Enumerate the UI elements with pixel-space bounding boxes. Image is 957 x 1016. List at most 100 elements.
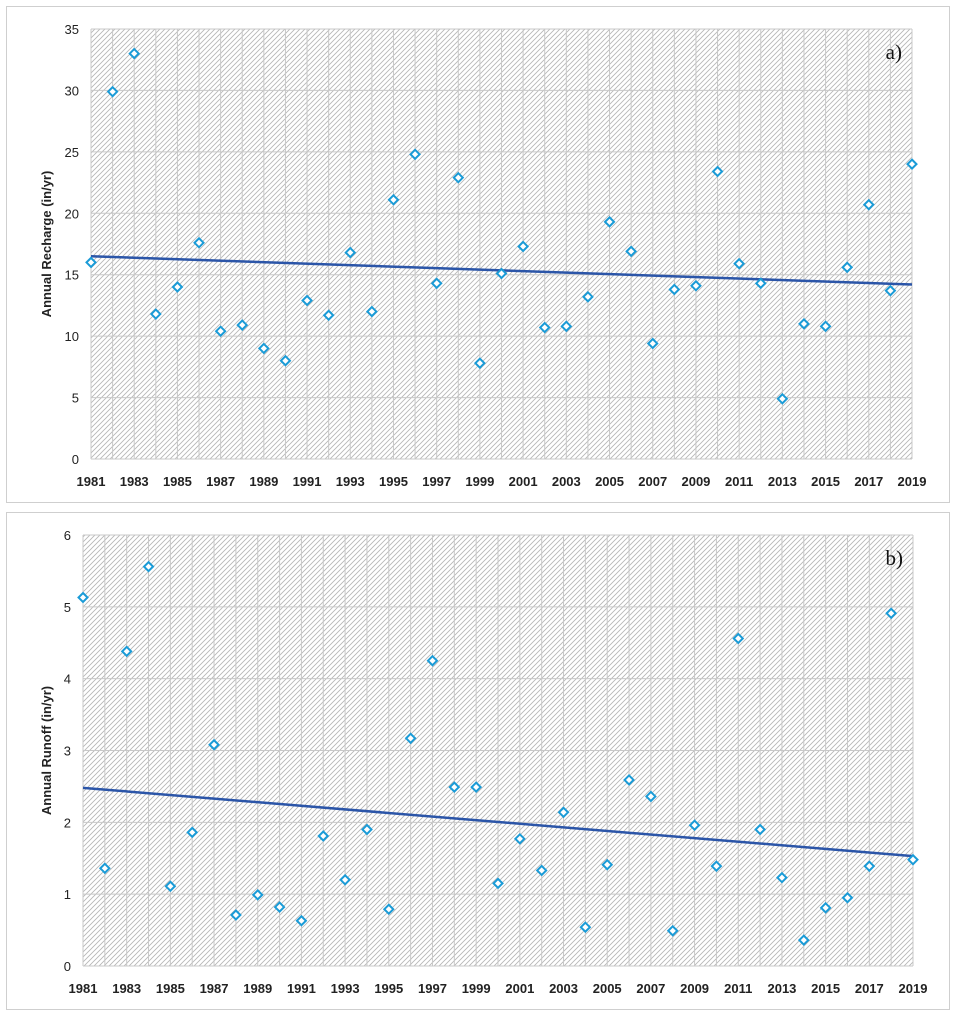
x-tick-label: 1991	[293, 474, 322, 489]
data-point-1985	[164, 880, 177, 893]
y-tick-label: 5	[64, 600, 71, 615]
x-tick-label: 1987	[206, 474, 235, 489]
data-point-1997	[426, 654, 439, 667]
data-point-2000	[492, 877, 504, 890]
panel-label: a)	[886, 40, 902, 64]
data-points	[77, 560, 919, 947]
data-point-1987	[214, 325, 227, 338]
data-point-1991	[295, 914, 308, 927]
x-tick-label: 1993	[331, 981, 360, 996]
data-point-1995	[382, 903, 395, 916]
y-tick-label: 5	[72, 391, 79, 406]
x-tick-label: 2011	[725, 474, 753, 489]
data-point-2011	[732, 632, 745, 645]
data-point-2018	[885, 607, 898, 620]
x-tick-label: 1997	[422, 474, 451, 489]
data-point-2011	[733, 257, 746, 270]
data-point-2012	[754, 277, 767, 290]
data-point-2007	[646, 337, 659, 350]
x-tick-label: 2007	[636, 981, 665, 996]
data-point-2010	[711, 165, 724, 178]
data-point-1994	[365, 305, 378, 318]
data-point-2006	[623, 774, 635, 786]
y-tick-label: 2	[64, 815, 71, 830]
data-point-1992	[317, 830, 330, 842]
x-tick-label: 1981	[69, 981, 98, 996]
data-point-1996	[404, 732, 417, 745]
data-point-1995	[387, 193, 400, 206]
data-point-1989	[257, 342, 270, 355]
x-tick-label: 2009	[681, 474, 710, 489]
gridlines	[90, 28, 913, 460]
x-tick-label: 1997	[418, 981, 447, 996]
data-point-2000	[495, 267, 508, 280]
data-point-1989	[251, 888, 264, 901]
x-tick-label: 2019	[898, 474, 927, 489]
x-tick-label: 2017	[854, 474, 883, 489]
x-tick-label: 2015	[811, 474, 840, 489]
data-point-1986	[186, 826, 199, 839]
x-tick-label: 1985	[163, 474, 192, 489]
y-tick-label: 4	[64, 672, 71, 687]
x-tick-label: 1993	[336, 474, 365, 489]
y-tick-labels: 0 5 10 15 20 25 30 35	[65, 22, 79, 467]
x-tick-label: 1989	[243, 981, 272, 996]
data-point-1996	[409, 148, 421, 161]
y-tick-label: 35	[65, 22, 79, 37]
data-point-2015	[819, 320, 832, 333]
data-point-2015	[819, 901, 832, 914]
y-tick-label: 3	[64, 744, 71, 759]
data-point-2013	[776, 392, 789, 405]
x-tick-label: 2001	[509, 474, 538, 489]
data-point-1983	[128, 47, 141, 60]
recharge-chart-panel: 0 5 10 15 20 25 30 35 1981 1983 1985 1987 1989 1991 19…	[6, 6, 950, 503]
x-tick-label: 2013	[768, 474, 797, 489]
data-point-1985	[171, 281, 184, 293]
data-point-1997	[430, 277, 443, 290]
x-tick-label: 2001	[505, 981, 534, 996]
x-tick-label: 1981	[77, 474, 106, 489]
x-tick-label: 1995	[379, 474, 408, 489]
x-tick-label: 1983	[112, 981, 141, 996]
data-point-1988	[236, 319, 249, 332]
trend-line	[82, 786, 914, 858]
data-point-2019	[906, 158, 918, 171]
x-tick-label: 1987	[200, 981, 229, 996]
data-point-1992	[322, 309, 335, 322]
x-tick-label: 2007	[638, 474, 667, 489]
x-tick-label: 2005	[593, 981, 622, 996]
data-point-2013	[776, 871, 788, 884]
data-point-2016	[841, 261, 854, 274]
data-point-2016	[841, 891, 854, 904]
x-tick-labels: 1981 1983 1985 1987 1989 1991 1993 1995 1997 1999…	[77, 474, 927, 489]
data-point-1999	[473, 357, 486, 370]
data-point-2019	[907, 853, 919, 866]
data-point-1998	[448, 781, 461, 794]
data-point-2014	[797, 934, 810, 947]
x-tick-label: 2015	[811, 981, 840, 996]
data-point-1993	[339, 873, 352, 886]
y-tick-label: 0	[72, 452, 79, 467]
x-tick-label: 2003	[549, 981, 578, 996]
gridlines	[82, 534, 914, 967]
data-point-2012	[754, 823, 767, 836]
runoff-chart-panel: 0 1 2 3 4 5 6 1981 1983 1985 1987 1989 1991 1993 1995 1…	[6, 512, 950, 1010]
data-point-1999	[470, 781, 483, 794]
data-point-1991	[301, 294, 313, 307]
data-point-1994	[361, 823, 373, 836]
data-point-1984	[142, 560, 155, 573]
y-tick-label: 10	[65, 329, 79, 344]
data-point-2003	[557, 806, 570, 819]
x-tick-label: 1995	[374, 981, 403, 996]
x-tick-label: 1999	[462, 981, 491, 996]
data-point-1988	[229, 909, 242, 921]
data-point-2003	[560, 320, 573, 333]
data-point-1993	[344, 246, 357, 259]
y-tick-label: 15	[65, 268, 79, 283]
data-point-1990	[273, 901, 286, 914]
data-point-1986	[193, 236, 205, 249]
x-tick-label: 2003	[552, 474, 581, 489]
data-point-2001	[513, 832, 526, 845]
panel-label: b)	[886, 546, 904, 570]
data-point-2007	[644, 790, 657, 803]
